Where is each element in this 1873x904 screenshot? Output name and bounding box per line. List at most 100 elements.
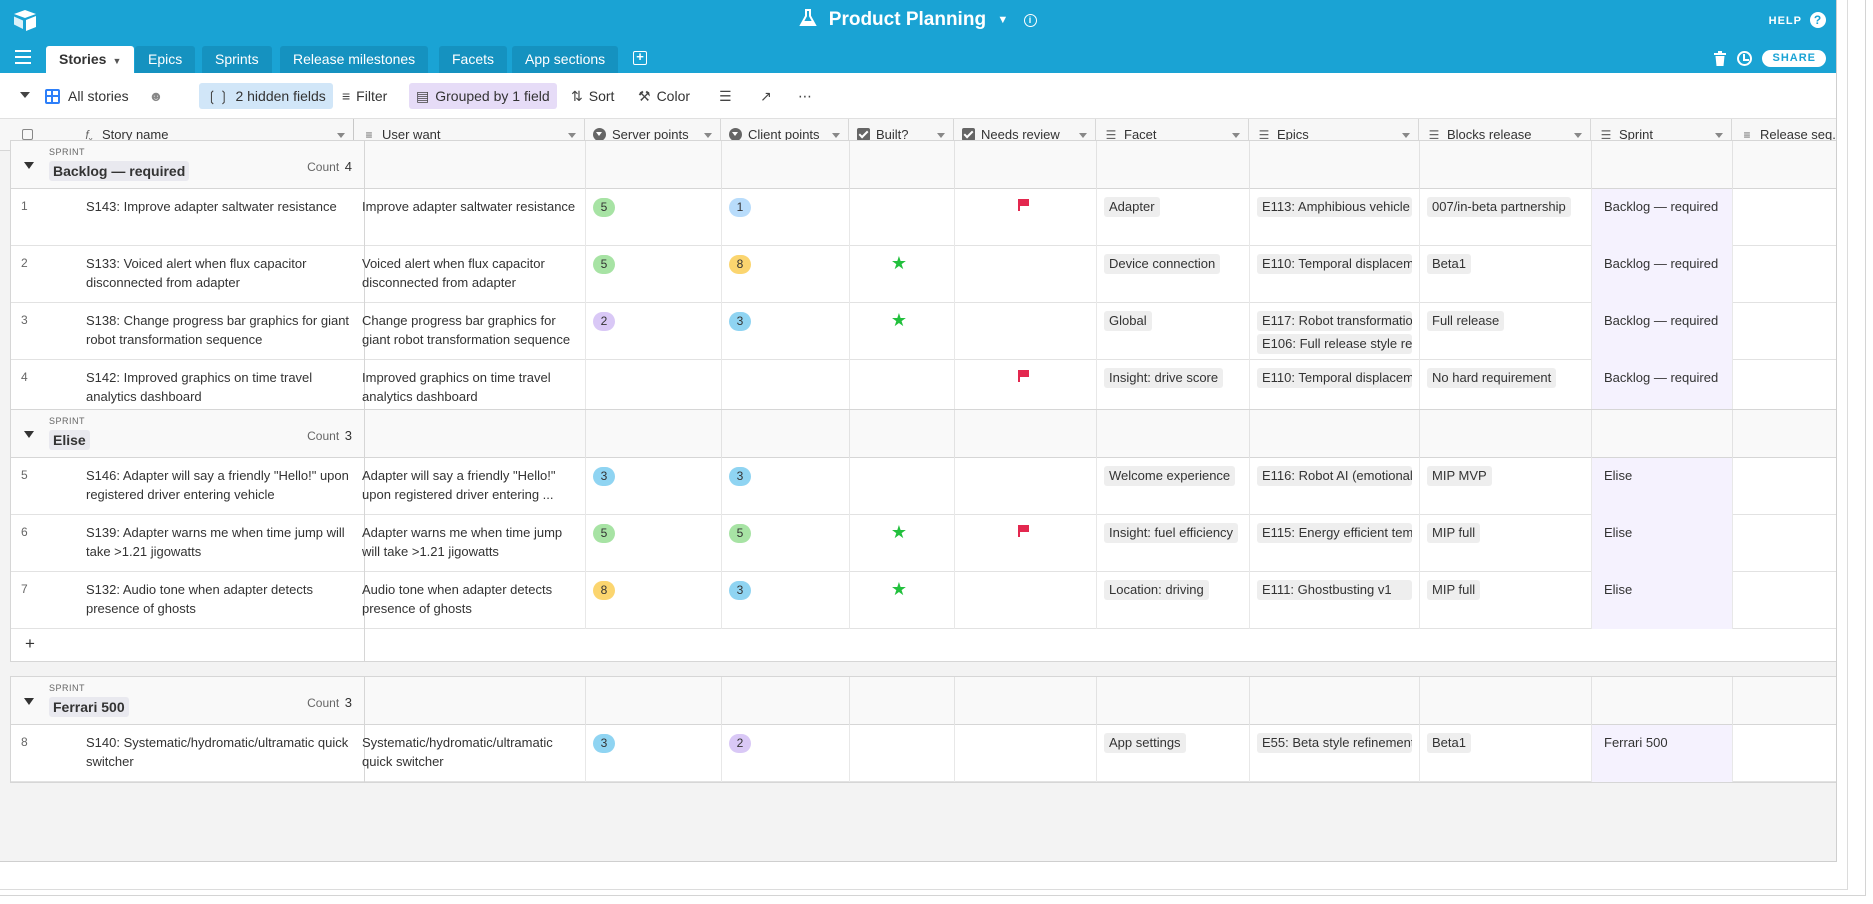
want-cell[interactable]: Improve adapter saltwater resistance: [355, 189, 586, 246]
server-cell[interactable]: 3: [586, 725, 722, 782]
help-button[interactable]: HELP?: [1769, 12, 1826, 28]
tab-sprints[interactable]: Sprints: [202, 46, 272, 73]
group-collapse-icon[interactable]: [24, 162, 34, 169]
want-cell[interactable]: Voiced alert when flux capacitor disconn…: [355, 246, 586, 303]
sprint-cell[interactable]: Elise: [1592, 458, 1733, 515]
table-row[interactable]: 5 S146: Adapter will say a friendly "Hell…: [11, 458, 1836, 515]
column-caret-icon[interactable]: [832, 133, 840, 138]
tab-app-sections[interactable]: App sections: [512, 46, 619, 73]
table-row[interactable]: 7 S132: Audio tone when adapter detects p…: [11, 572, 1836, 629]
column-caret-icon[interactable]: [704, 133, 712, 138]
hidden-fields-button[interactable]: ❲❳ 2 hidden fields: [199, 83, 333, 109]
review-cell[interactable]: [955, 246, 1097, 303]
seq-cell[interactable]: [1733, 303, 1836, 360]
column-client-points[interactable]: Client points: [721, 119, 849, 151]
row-height-button[interactable]: ☰: [712, 83, 745, 109]
client-cell[interactable]: [722, 360, 850, 417]
server-cell[interactable]: 5: [586, 515, 722, 572]
column-user-want[interactable]: ≡ User want: [354, 119, 585, 151]
table-row[interactable]: 1 S143: Improve adapter saltwater resista…: [11, 189, 1836, 246]
tab-stories[interactable]: Stories ▼: [46, 46, 135, 73]
column-needs-review[interactable]: Needs review: [954, 119, 1096, 151]
share-button[interactable]: SHARE: [1762, 50, 1826, 67]
seq-cell[interactable]: [1733, 725, 1836, 782]
seq-cell[interactable]: [1733, 189, 1836, 246]
column-built[interactable]: Built?: [849, 119, 954, 151]
review-cell[interactable]: [955, 572, 1097, 629]
built-cell[interactable]: [850, 189, 955, 246]
select-all-checkbox[interactable]: [0, 119, 74, 151]
add-row-plus-icon[interactable]: +: [25, 634, 35, 653]
column-caret-icon[interactable]: [337, 133, 345, 138]
server-cell[interactable]: 2: [586, 303, 722, 360]
column-facet[interactable]: ☰ Facet: [1096, 119, 1249, 151]
built-cell[interactable]: [850, 458, 955, 515]
story-name-cell[interactable]: S132: Audio tone when adapter detects pr…: [11, 572, 365, 629]
facet-cell[interactable]: App settings: [1097, 725, 1250, 782]
blocks-cell[interactable]: MIP full: [1420, 572, 1592, 629]
tab-release-milestones[interactable]: Release milestones: [280, 46, 429, 73]
want-cell[interactable]: Audio tone when adapter detects presence…: [355, 572, 586, 629]
want-cell[interactable]: Systematic/hydromatic/ultramatic quick s…: [355, 725, 586, 782]
client-cell[interactable]: 3: [722, 303, 850, 360]
story-name-cell[interactable]: S146: Adapter will say a friendly "Hello…: [11, 458, 365, 515]
sprint-cell[interactable]: Elise: [1592, 515, 1733, 572]
server-cell[interactable]: 8: [586, 572, 722, 629]
client-cell[interactable]: 8: [722, 246, 850, 303]
client-cell[interactable]: 1: [722, 189, 850, 246]
hamburger-menu-icon[interactable]: [15, 50, 31, 64]
blocks-cell[interactable]: MIP MVP: [1420, 458, 1592, 515]
airtable-logo-icon[interactable]: [12, 8, 38, 32]
sprint-cell[interactable]: Elise: [1592, 572, 1733, 629]
story-name-cell[interactable]: S138: Change progress bar graphics for g…: [11, 303, 365, 360]
sort-button[interactable]: ⇅ Sort: [564, 83, 621, 109]
client-cell[interactable]: 2: [722, 725, 850, 782]
column-caret-icon[interactable]: [937, 133, 945, 138]
sprint-cell[interactable]: Backlog — required: [1592, 360, 1733, 417]
group-header[interactable]: SPRINT Elise Count 3: [11, 410, 1836, 458]
column-release-seq[interactable]: ≡ Release seq. nu: [1732, 119, 1836, 151]
column-server-points[interactable]: Server points: [585, 119, 721, 151]
column-sprint[interactable]: ☰ Sprint: [1591, 119, 1732, 151]
base-title[interactable]: Product Planning ▼ i: [0, 9, 1836, 31]
blocks-cell[interactable]: Beta1: [1420, 725, 1592, 782]
column-blocks-release[interactable]: ☰ Blocks release: [1419, 119, 1591, 151]
column-caret-icon[interactable]: [1402, 133, 1410, 138]
blocks-cell[interactable]: 007/in-beta partnership: [1420, 189, 1592, 246]
column-caret-icon[interactable]: [1715, 133, 1723, 138]
view-switcher[interactable]: All stories ☻: [38, 83, 176, 109]
seq-cell[interactable]: [1733, 246, 1836, 303]
review-cell[interactable]: [955, 189, 1097, 246]
facet-cell[interactable]: Adapter: [1097, 189, 1250, 246]
built-cell[interactable]: ★: [850, 246, 955, 303]
sprint-cell[interactable]: Backlog — required: [1592, 246, 1733, 303]
group-header[interactable]: SPRINT Backlog — required Count 4: [11, 141, 1836, 189]
want-cell[interactable]: Adapter warns me when time jump will tak…: [355, 515, 586, 572]
table-row[interactable]: 3 S138: Change progress bar graphics for …: [11, 303, 1836, 360]
info-icon[interactable]: i: [1023, 14, 1037, 27]
column-epics[interactable]: ☰ Epics: [1249, 119, 1419, 151]
color-button[interactable]: ⚒ Color: [631, 83, 697, 109]
facet-cell[interactable]: Global: [1097, 303, 1250, 360]
server-cell[interactable]: 5: [586, 246, 722, 303]
table-row[interactable]: 6 S139: Adapter warns me when time jump w…: [11, 515, 1836, 572]
seq-cell[interactable]: [1733, 572, 1836, 629]
tab-facets[interactable]: Facets: [439, 46, 508, 73]
want-cell[interactable]: Adapter will say a friendly "Hello!" upo…: [355, 458, 586, 515]
story-name-cell[interactable]: S143: Improve adapter saltwater resistan…: [11, 189, 365, 246]
built-cell[interactable]: [850, 725, 955, 782]
epics-cell[interactable]: E113: Amphibious vehicle s: [1250, 189, 1420, 246]
client-cell[interactable]: 3: [722, 572, 850, 629]
facet-cell[interactable]: Welcome experience: [1097, 458, 1250, 515]
add-row[interactable]: +: [11, 629, 1836, 661]
epics-cell[interactable]: E110: Temporal displaceme: [1250, 246, 1420, 303]
blocks-cell[interactable]: MIP full: [1420, 515, 1592, 572]
epics-cell[interactable]: E55: Beta style refinement: [1250, 725, 1420, 782]
story-name-cell[interactable]: S142: Improved graphics on time travel a…: [11, 360, 365, 417]
facet-cell[interactable]: Location: driving: [1097, 572, 1250, 629]
view-switcher-caret-icon[interactable]: [20, 92, 30, 98]
want-cell[interactable]: Change progress bar graphics for giant r…: [355, 303, 586, 360]
sprint-cell[interactable]: Backlog — required: [1592, 303, 1733, 360]
group-header[interactable]: SPRINT Ferrari 500 Count 3: [11, 677, 1836, 725]
server-cell[interactable]: 5: [586, 189, 722, 246]
